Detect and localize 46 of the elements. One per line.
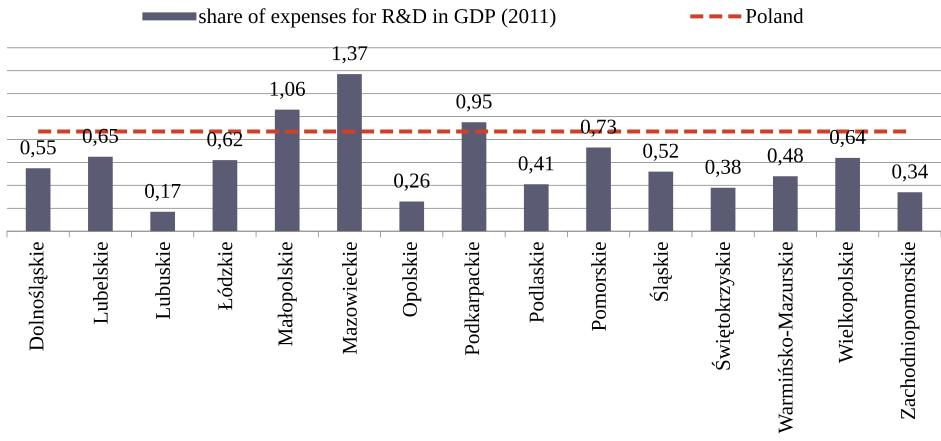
data-label: 0,17: [145, 184, 180, 202]
data-label: 1,06: [270, 82, 305, 99]
legend-label: share of expenses for R&D in GDP (2011): [199, 8, 556, 28]
bar: [772, 176, 798, 232]
data-label: 0,62: [207, 132, 242, 150]
data-label: 0,55: [20, 140, 56, 158]
bar: [898, 192, 922, 232]
data-label: 0,95: [456, 94, 492, 112]
data-label: 0,64: [830, 130, 866, 148]
x-tick-label: Łódzkie: [218, 242, 232, 310]
legend-label: Poland: [746, 8, 804, 24]
x-tick-label: Mazowieckie: [342, 242, 357, 354]
bar: [88, 156, 113, 232]
x-tick-label: Lubuskie: [155, 242, 170, 320]
x-tick-label: Lubelskie: [93, 242, 108, 324]
bar: [710, 188, 736, 232]
data-label: 0,52: [643, 144, 678, 161]
bar: [462, 122, 486, 232]
x-tick-label: Opolskie: [402, 242, 422, 316]
bar: [648, 172, 674, 232]
x-tick-label: Pomorskie: [591, 242, 606, 331]
bar: [26, 168, 50, 232]
x-tick-label: Podlaskie: [528, 242, 544, 323]
data-label: 0,26: [394, 173, 430, 191]
data-label: 0,34: [892, 164, 928, 182]
data-label: 0,38: [706, 160, 741, 177]
x-tick-label: Zachodniopomorskie: [900, 242, 920, 419]
bar: [524, 184, 549, 232]
data-label: 1,37: [332, 46, 368, 64]
bar: [399, 201, 424, 232]
data-label: 0,41: [518, 156, 554, 174]
data-label: 0,48: [768, 148, 803, 166]
x-tick-label: Śląskie: [650, 242, 672, 301]
x-tick-label: Podkarpackie: [464, 242, 484, 356]
x-tick-label: Warmińsko-Mazurskie: [778, 242, 793, 434]
bar: [835, 158, 860, 232]
x-tick-label: Małopolskie: [278, 242, 297, 346]
bar: [212, 160, 238, 232]
data-label: 0,65: [82, 128, 118, 146]
bar: [274, 110, 300, 232]
bar: [586, 148, 611, 232]
x-tick-label: Dolnośląskie: [28, 242, 48, 351]
x-tick-label: Wielkopolskie: [838, 242, 858, 364]
bar: [150, 212, 176, 232]
bar: [337, 74, 362, 232]
x-tick-label: Świętokrzyskie: [712, 242, 734, 370]
